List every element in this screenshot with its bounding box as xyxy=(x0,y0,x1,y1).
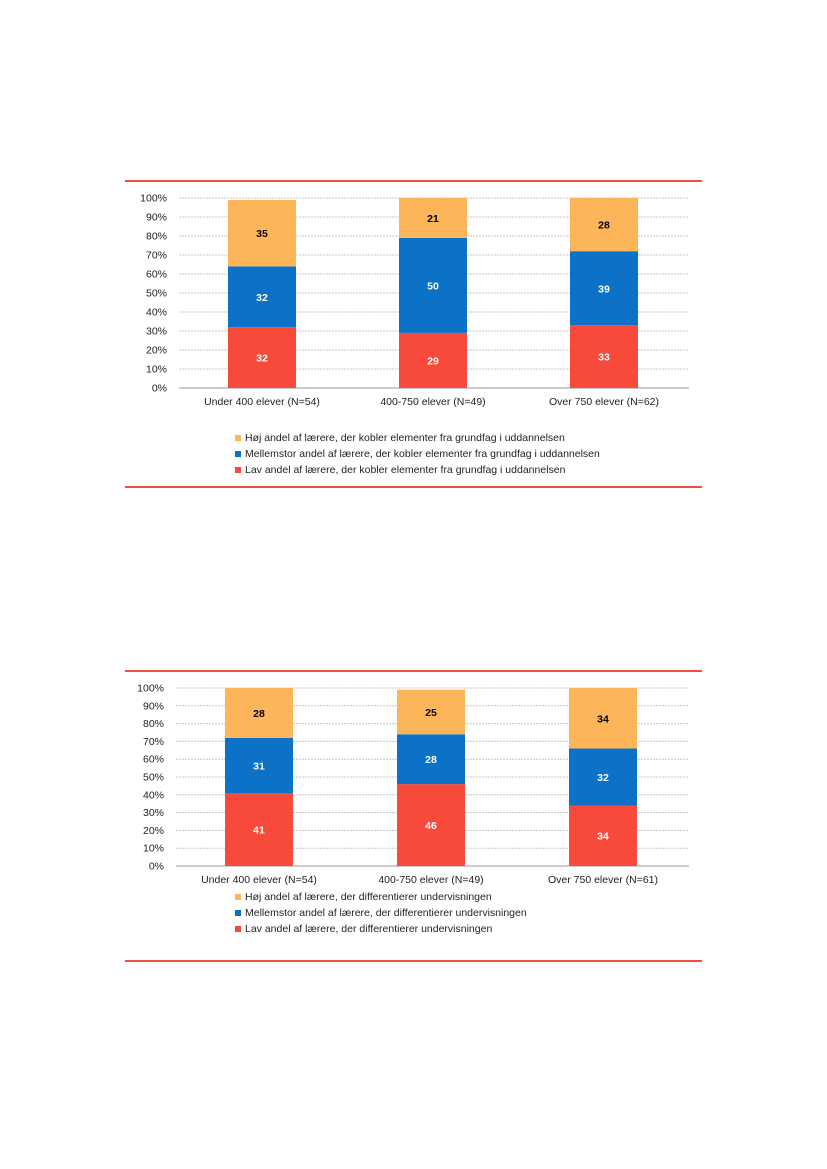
y-tick-label: 100% xyxy=(140,193,167,205)
legend-swatch xyxy=(235,926,241,932)
data-label: 39 xyxy=(598,283,610,295)
x-tick-label: Over 750 elever (N=62) xyxy=(549,396,659,408)
data-label: 28 xyxy=(425,754,437,766)
legend-item: Lav andel af lærere, der differentierer … xyxy=(235,921,527,937)
y-tick-label: 0% xyxy=(149,861,164,873)
legend-label: Lav andel af lærere, der kobler elemente… xyxy=(245,464,566,476)
bar-segment xyxy=(399,332,467,388)
legend-label: Mellemstor andel af lærere, der kobler e… xyxy=(245,448,600,460)
y-tick-label: 10% xyxy=(143,843,164,855)
legend-item: Høj andel af lærere, der kobler elemente… xyxy=(235,430,600,446)
legend-swatch xyxy=(235,451,241,457)
x-tick-label: Under 400 elever (N=54) xyxy=(204,396,320,408)
legend-item: Lav andel af lærere, der kobler elemente… xyxy=(235,462,600,478)
chart-1: 0% 10% 20% 30% 40% 50% 60% 70% 80% 90% 100% 32 32 35 U… xyxy=(125,180,702,488)
y-tick-label: 0% xyxy=(152,383,167,395)
chart-2-bottom-rule xyxy=(125,960,702,962)
y-tick-label: 80% xyxy=(143,718,164,730)
legend-swatch xyxy=(235,435,241,441)
legend-label: Høj andel af lærere, der differentierer … xyxy=(245,891,492,903)
bar-segment xyxy=(569,748,637,806)
bar-segment xyxy=(225,737,293,794)
data-label: 28 xyxy=(598,220,610,232)
y-tick-label: 90% xyxy=(143,700,164,712)
data-label: 21 xyxy=(427,213,439,225)
y-tick-label: 70% xyxy=(143,736,164,748)
x-tick-label: Over 750 elever (N=61) xyxy=(548,874,658,886)
data-label: 41 xyxy=(253,825,265,837)
data-label: 50 xyxy=(427,280,439,292)
data-label: 28 xyxy=(253,708,265,720)
bar-segment xyxy=(397,734,465,785)
bar-segment xyxy=(228,327,296,388)
x-tick-label: Under 400 elever (N=54) xyxy=(201,874,317,886)
data-label: 33 xyxy=(598,352,610,364)
y-tick-label: 30% xyxy=(146,326,167,338)
y-tick-label: 90% xyxy=(146,212,167,224)
y-tick-label: 40% xyxy=(146,307,167,319)
data-label: 29 xyxy=(427,355,439,367)
y-tick-label: 100% xyxy=(137,683,164,695)
data-label: 32 xyxy=(256,292,268,304)
data-label: 25 xyxy=(425,707,437,719)
legend-label: Lav andel af lærere, der differentierer … xyxy=(245,923,493,935)
y-tick-label: 50% xyxy=(146,288,167,300)
legend-swatch xyxy=(235,894,241,900)
data-label: 35 xyxy=(256,228,268,240)
bar-segment xyxy=(225,688,293,738)
legend-item: Mellemstor andel af lærere, der kobler e… xyxy=(235,446,600,462)
chart-1-legend: Høj andel af lærere, der kobler elemente… xyxy=(235,430,600,478)
chart-2-plot: 0% 10% 20% 30% 40% 50% 60% 70% 80% 90% 100% 41 31 28 U… xyxy=(137,683,689,886)
legend-item: Høj andel af lærere, der differentierer … xyxy=(235,889,527,905)
bar-segment xyxy=(569,688,637,749)
data-label: 34 xyxy=(597,831,609,843)
legend-label: Høj andel af lærere, der kobler elemente… xyxy=(245,432,565,444)
bar-segment xyxy=(570,251,638,326)
legend-swatch xyxy=(235,910,241,916)
bar-segment xyxy=(228,199,296,267)
y-tick-label: 70% xyxy=(146,250,167,262)
bar-segment xyxy=(228,266,296,328)
y-tick-label: 40% xyxy=(143,789,164,801)
y-tick-label: 30% xyxy=(143,807,164,819)
bar-segment xyxy=(570,325,638,388)
y-tick-label: 20% xyxy=(146,345,167,357)
data-label: 34 xyxy=(597,713,609,725)
data-label: 46 xyxy=(425,820,437,832)
y-tick-label: 60% xyxy=(143,754,164,766)
legend-swatch xyxy=(235,467,241,473)
data-label: 31 xyxy=(253,760,265,772)
bar-segment xyxy=(399,198,467,238)
bar-segment xyxy=(397,784,465,866)
y-tick-label: 10% xyxy=(146,364,167,376)
chart-2-legend: Høj andel af lærere, der differentierer … xyxy=(235,889,527,937)
chart-1-bottom-rule xyxy=(125,486,702,488)
chart-2-top-rule xyxy=(125,670,702,672)
y-tick-label: 60% xyxy=(146,269,167,281)
bar-segment xyxy=(570,198,638,252)
chart-1-plot: 0% 10% 20% 30% 40% 50% 60% 70% 80% 90% 100% 32 32 35 U… xyxy=(140,193,689,408)
legend-label: Mellemstor andel af lærere, der differen… xyxy=(245,907,527,919)
x-tick-label: 400-750 elever (N=49) xyxy=(380,396,485,408)
y-tick-label: 50% xyxy=(143,772,164,784)
y-tick-label: 80% xyxy=(146,231,167,243)
bar-segment xyxy=(569,805,637,866)
chart-2: 0% 10% 20% 30% 40% 50% 60% 70% 80% 90% 100% 41 31 28 U… xyxy=(125,670,702,962)
y-tick-label: 20% xyxy=(143,825,164,837)
bar-segment xyxy=(225,793,293,866)
bar-segment xyxy=(399,237,467,333)
chart-1-top-rule xyxy=(125,180,702,182)
legend-item: Mellemstor andel af lærere, der differen… xyxy=(235,905,527,921)
data-label: 32 xyxy=(256,353,268,365)
data-label: 32 xyxy=(597,772,609,784)
x-tick-label: 400-750 elever (N=49) xyxy=(378,874,483,886)
bar-segment xyxy=(397,689,465,735)
